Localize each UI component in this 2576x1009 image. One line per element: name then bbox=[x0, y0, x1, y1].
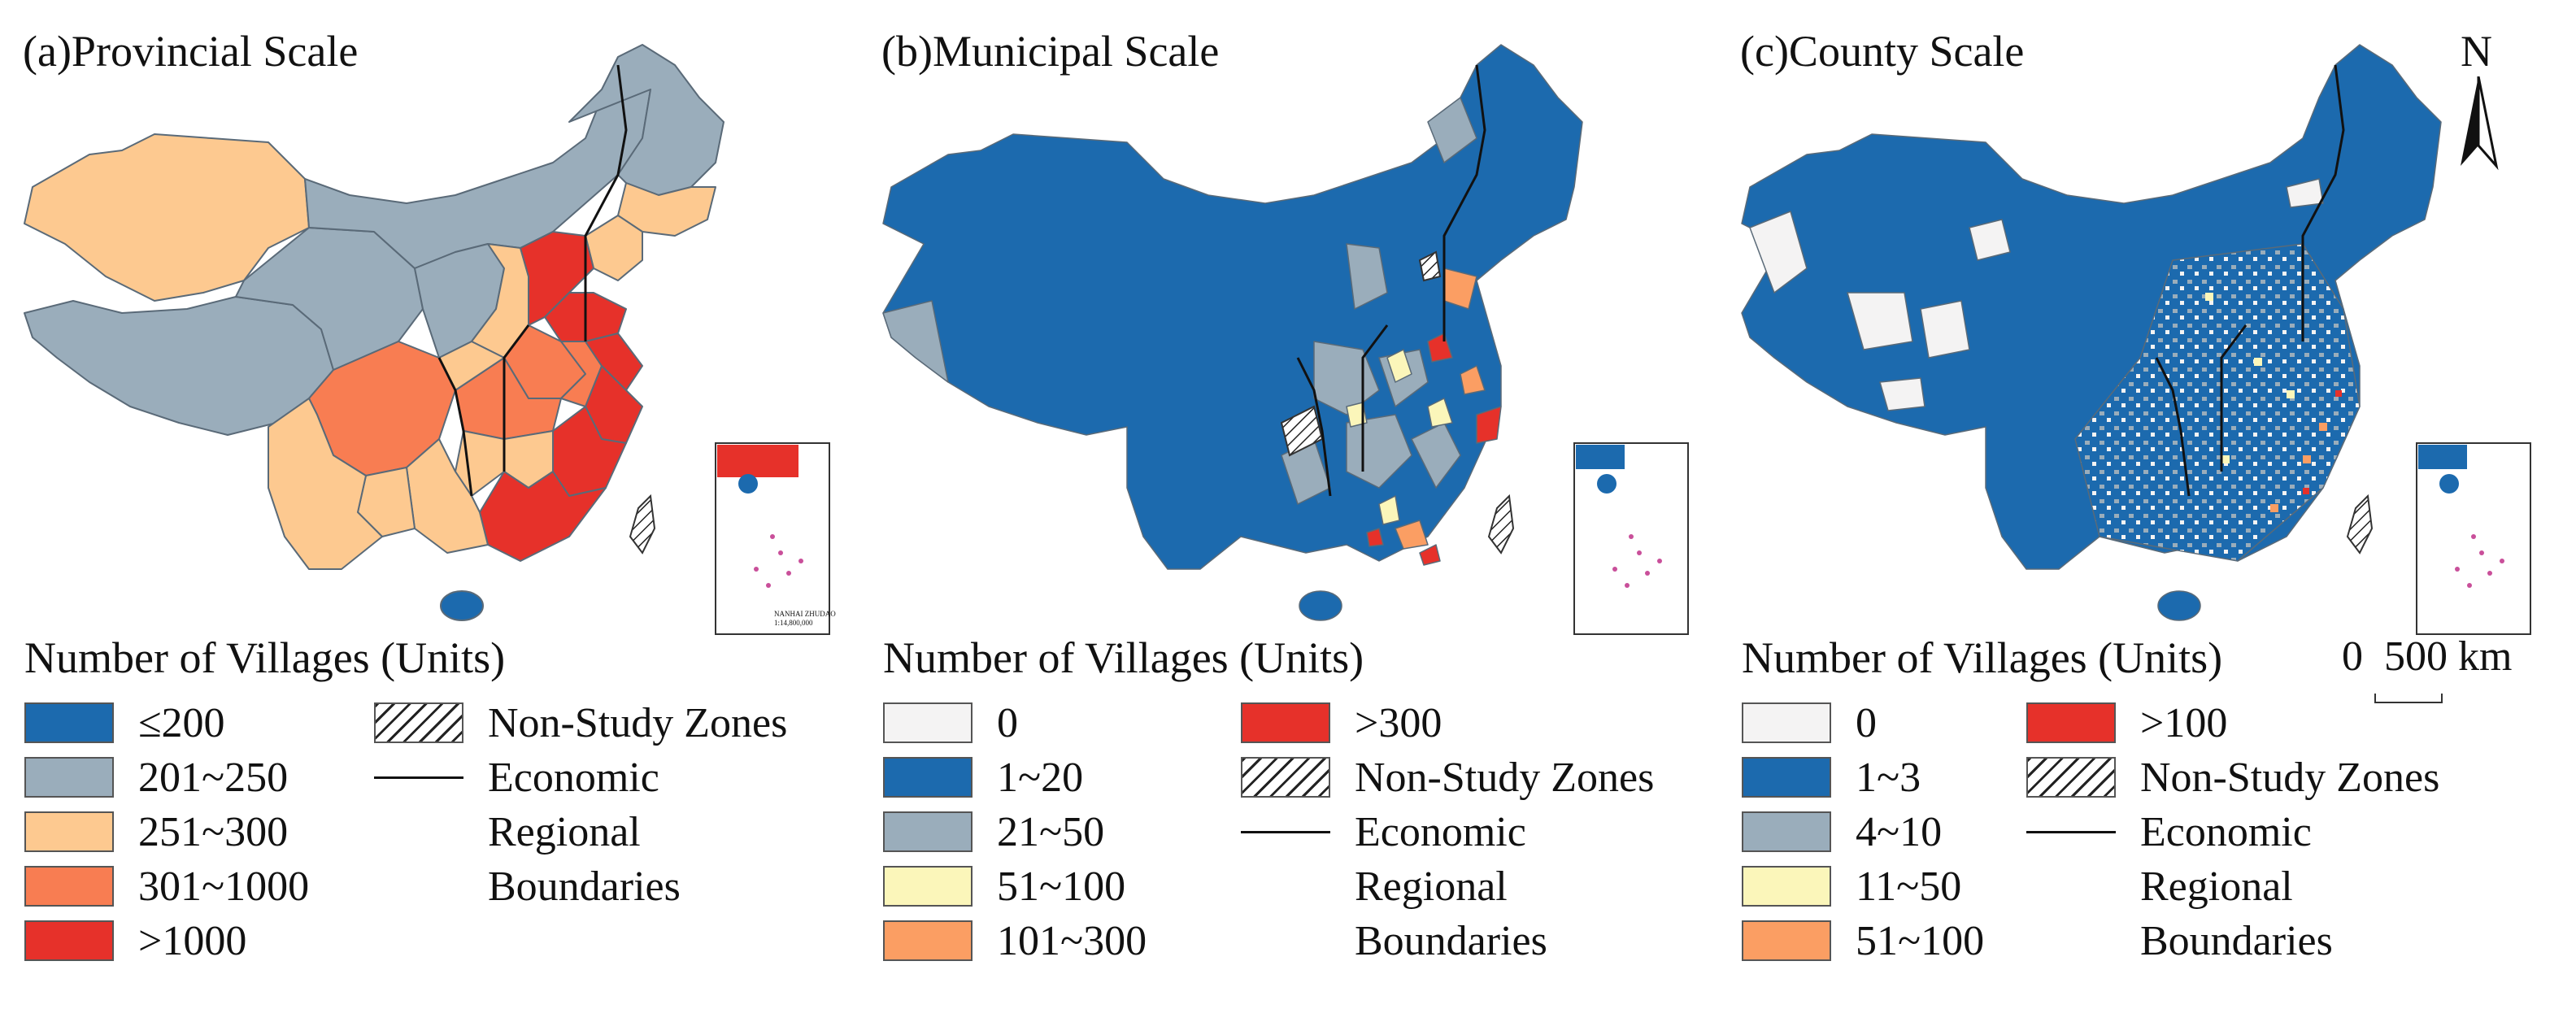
non-study-taiwan bbox=[2346, 494, 2374, 555]
north-letter: N bbox=[2461, 27, 2492, 76]
scale-bar-line bbox=[2374, 694, 2443, 703]
scale-label: 0 500 km bbox=[2342, 633, 2513, 680]
non-study-zone bbox=[1418, 250, 1442, 282]
county-map bbox=[1741, 44, 2531, 635]
region-xinjiang bbox=[24, 133, 310, 302]
north-arrow-icon bbox=[2461, 76, 2499, 171]
south-sea-inset bbox=[2416, 442, 2531, 635]
china-outline bbox=[882, 44, 1583, 570]
region-liaoning bbox=[585, 215, 643, 281]
region-guangxi bbox=[406, 438, 489, 554]
provincial-map bbox=[24, 44, 830, 635]
region-hainan bbox=[440, 590, 484, 621]
non-study-taiwan bbox=[1487, 494, 1515, 555]
region-yunnan bbox=[268, 398, 383, 570]
south-sea-inset bbox=[1573, 442, 1689, 635]
region-heilongjiang bbox=[568, 44, 724, 196]
inset-caption: NANHAI ZHUDAO 1:14,800,000 bbox=[774, 610, 836, 627]
legend-title: Number of Villages (Units) bbox=[24, 633, 506, 682]
panel-county: (c)County Scale bbox=[1717, 0, 2576, 1009]
north-arrow: N bbox=[2454, 27, 2503, 171]
region-hunan bbox=[455, 430, 505, 497]
panel-title: (c)County Scale bbox=[1740, 27, 2025, 76]
panel-provincial: (a)Provincial Scale bbox=[0, 0, 859, 1009]
region-jiangsu bbox=[585, 333, 643, 391]
legend-title: Number of Villages (Units) bbox=[1742, 633, 2223, 682]
south-sea-inset bbox=[715, 442, 830, 635]
municipal-map bbox=[882, 44, 1689, 635]
legend-title: Number of Villages (Units) bbox=[883, 633, 1364, 682]
panel-municipal: (b)Municipal Scale bbox=[859, 0, 1717, 1009]
panel-title: (b)Municipal Scale bbox=[881, 27, 1220, 76]
scale-bar: 0 500 km bbox=[2342, 633, 2513, 703]
non-study-taiwan bbox=[629, 494, 656, 555]
panel-title: (a)Provincial Scale bbox=[23, 27, 359, 76]
